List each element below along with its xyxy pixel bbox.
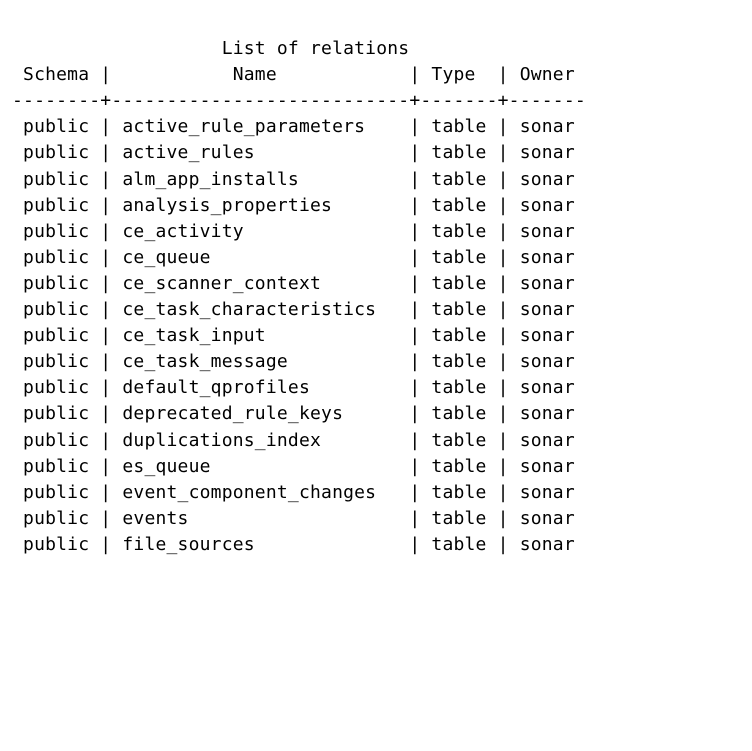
list-title: List of relations [12, 38, 409, 59]
table-row: public | analysis_properties | table | s… [12, 195, 575, 216]
table-row: public | active_rule_parameters | table … [12, 116, 575, 137]
separator-row: --------+---------------------------+---… [12, 90, 586, 111]
table-row: public | ce_task_message | table | sonar [12, 351, 575, 372]
table-row: public | file_sources | table | sonar [12, 534, 575, 555]
table-row: public | event_component_changes | table… [12, 482, 575, 503]
table-row: public | ce_activity | table | sonar [12, 221, 575, 242]
table-row: public | default_qprofiles | table | son… [12, 377, 575, 398]
table-row: public | ce_task_input | table | sonar [12, 325, 575, 346]
table-row: public | duplications_index | table | so… [12, 430, 575, 451]
table-row: public | deprecated_rule_keys | table | … [12, 403, 575, 424]
table-row: public | ce_task_characteristics | table… [12, 299, 575, 320]
table-row: public | active_rules | table | sonar [12, 142, 575, 163]
table-row: public | es_queue | table | sonar [12, 456, 575, 477]
psql-relations-list: List of relations Schema | Name | Type |… [12, 36, 740, 558]
table-row: public | events | table | sonar [12, 508, 575, 529]
header-row: Schema | Name | Type | Owner [12, 64, 586, 85]
table-row: public | ce_queue | table | sonar [12, 247, 575, 268]
table-row: public | alm_app_installs | table | sona… [12, 169, 575, 190]
table-row: public | ce_scanner_context | table | so… [12, 273, 575, 294]
